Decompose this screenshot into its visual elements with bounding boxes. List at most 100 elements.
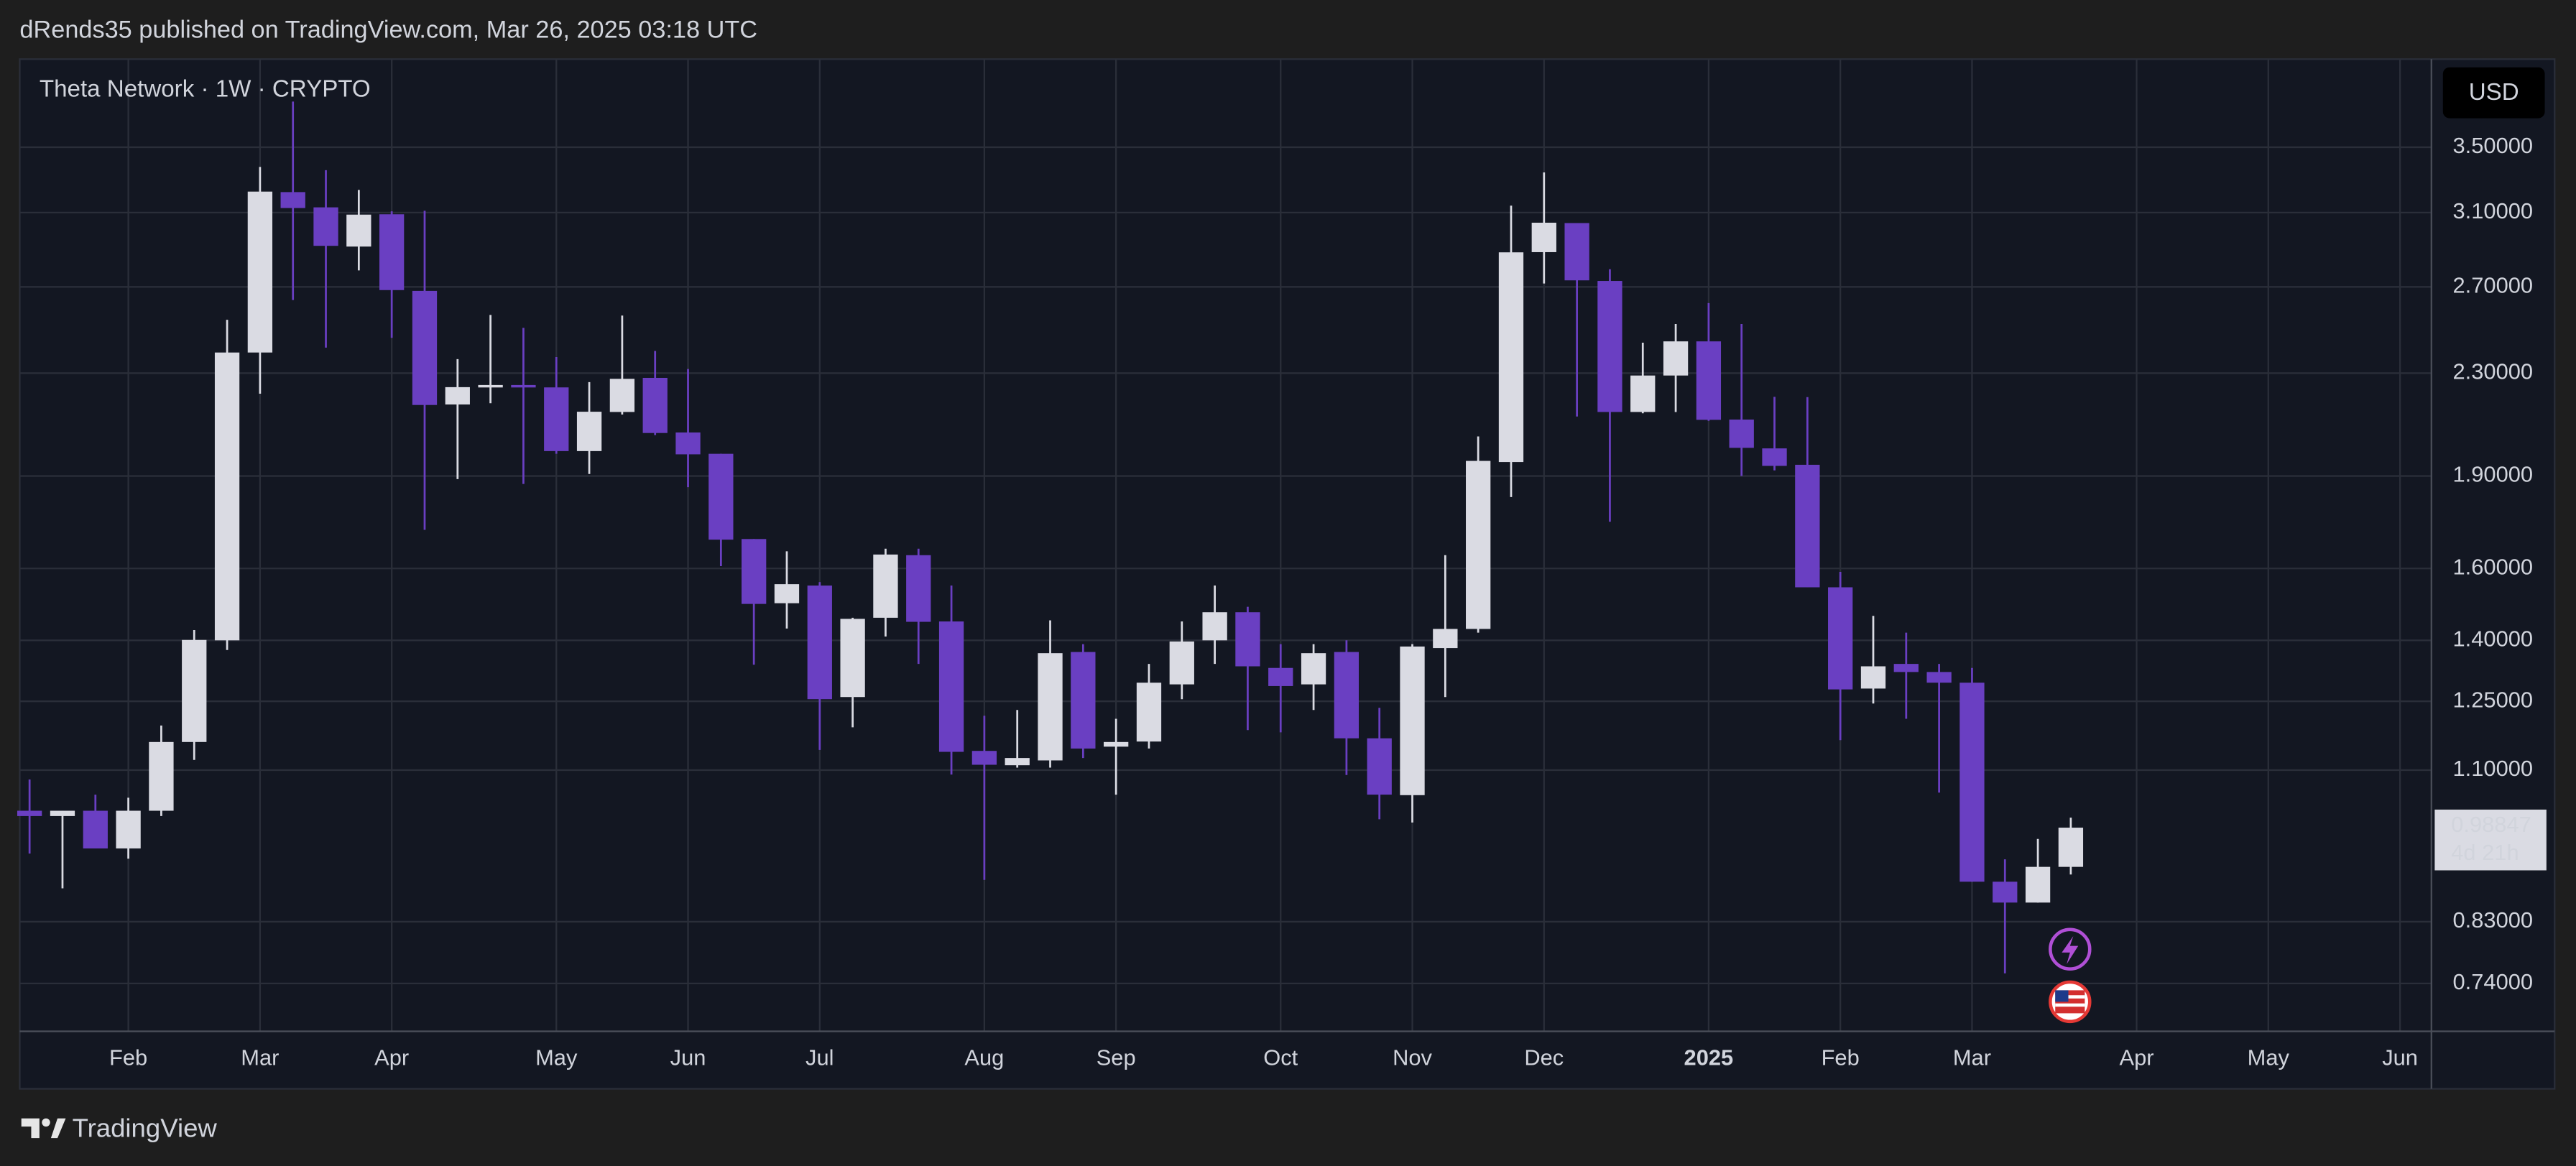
candle-body [116, 810, 141, 848]
y-tick-label: 3.50000 [2453, 133, 2534, 158]
x-tick-label: Jul [805, 1045, 834, 1070]
candle-body [708, 453, 734, 540]
candle-body [1367, 738, 1392, 795]
candle-body [247, 191, 273, 353]
chart-panel [19, 58, 2556, 1090]
x-tick-label: Jun [670, 1045, 706, 1070]
candle-body [1400, 646, 1425, 795]
candle-body [1334, 652, 1359, 739]
last-price-label: 0.98847 [2451, 812, 2531, 837]
candle-body [445, 387, 470, 405]
x-tick-label: Aug [964, 1045, 1004, 1070]
labels: 3.50000 3.10000 2.70000 2.30000 1.90000 1.600… [109, 133, 2547, 1070]
candle-body [1795, 464, 1820, 588]
candle-body [609, 379, 635, 412]
candle-body [1696, 341, 1722, 420]
candle-body [873, 554, 898, 618]
lightning-icon [2062, 935, 2079, 964]
flag-stripe [2055, 995, 2085, 999]
y-tick-label: 2.30000 [2453, 359, 2534, 384]
candle-body [1202, 612, 1227, 641]
candle-body [971, 751, 997, 765]
candle-body [1071, 652, 1096, 749]
candle-body [2025, 866, 2051, 903]
candle-body [1005, 758, 1030, 766]
candle-body [1564, 223, 1589, 281]
x-tick-label: Apr [2120, 1045, 2154, 1070]
x-tick-label: May [535, 1045, 578, 1070]
candle-body [1993, 882, 2018, 903]
candle-body [807, 586, 832, 700]
candle-body [544, 387, 569, 451]
candle-body [1893, 664, 1919, 672]
candle-body [379, 214, 405, 290]
candle-body [1729, 420, 1754, 448]
x-tick-label: Feb [109, 1045, 147, 1070]
currency-box[interactable] [2442, 67, 2545, 119]
x-tick-label: Jun [2382, 1045, 2418, 1070]
x-tick-label: Sep [1097, 1045, 1136, 1070]
logo-mark [50, 1118, 66, 1139]
candle-body [1038, 653, 1063, 761]
y-tick-label: 1.10000 [2453, 756, 2534, 781]
x-tick-label: Mar [1953, 1045, 1991, 1070]
candle-body [1498, 252, 1524, 463]
y-tick-label: 3.10000 [2453, 198, 2534, 223]
candle-body [17, 810, 42, 816]
candle-body [1663, 341, 1689, 376]
candle-body [1630, 375, 1656, 412]
candle-body [1926, 672, 1952, 683]
flag-canton [2055, 990, 2069, 1002]
publish-header: dRends35 published on TradingView.com, M… [19, 16, 757, 43]
grid [19, 59, 2432, 1032]
flag-stripe [2055, 1003, 2085, 1007]
event-icons [2049, 927, 2092, 1024]
candle-body [1104, 741, 1129, 747]
last-price-box [2434, 809, 2547, 871]
y-tick-label: 1.40000 [2453, 626, 2534, 651]
logo-dot [42, 1118, 50, 1127]
x-tick-label: Mar [241, 1045, 279, 1070]
x-tick-label: Nov [1393, 1045, 1432, 1070]
candle-body [1466, 461, 1491, 629]
x-tick-label: May [2248, 1045, 2290, 1070]
x-tick-label: Apr [374, 1045, 409, 1070]
chart-title: Theta Network · 1W · CRYPTO [40, 75, 371, 102]
candle-body [742, 539, 767, 604]
x-tick-label: Oct [1263, 1045, 1298, 1070]
candle-body [1268, 667, 1293, 686]
candle-body [511, 384, 536, 388]
candle-body [1959, 683, 1985, 882]
candle-body [576, 412, 602, 451]
brand-name: TradingView [73, 1113, 218, 1142]
candle-body [675, 432, 701, 455]
y-tick-label: 2.70000 [2453, 272, 2534, 297]
candles [17, 101, 2084, 973]
countdown-label: 4d 21h [2451, 840, 2519, 865]
candle-body [214, 352, 240, 641]
logo-mark [21, 1118, 40, 1139]
candle-body [938, 621, 964, 752]
candle-body [642, 377, 668, 433]
candle-body [1828, 587, 1853, 690]
currency-label[interactable]: USD [2469, 79, 2519, 106]
y-tick-label: 1.25000 [2453, 687, 2534, 712]
candle-body [478, 384, 503, 388]
candle-body [1235, 612, 1260, 667]
candle-body [1136, 683, 1162, 742]
candle-body [1531, 222, 1556, 252]
x-tick-label: Dec [1524, 1045, 1564, 1070]
candle-body [1169, 641, 1194, 685]
candle-body [774, 584, 800, 603]
brand-logo [21, 1118, 66, 1139]
candle-body [412, 290, 438, 405]
y-tick-label: 0.74000 [2453, 969, 2534, 994]
candle-body [906, 555, 931, 622]
candle-body [149, 741, 174, 811]
candle-body [1433, 629, 1458, 649]
candle-body [83, 810, 108, 848]
candle-body [2058, 828, 2084, 867]
candle-body [1762, 448, 1787, 466]
